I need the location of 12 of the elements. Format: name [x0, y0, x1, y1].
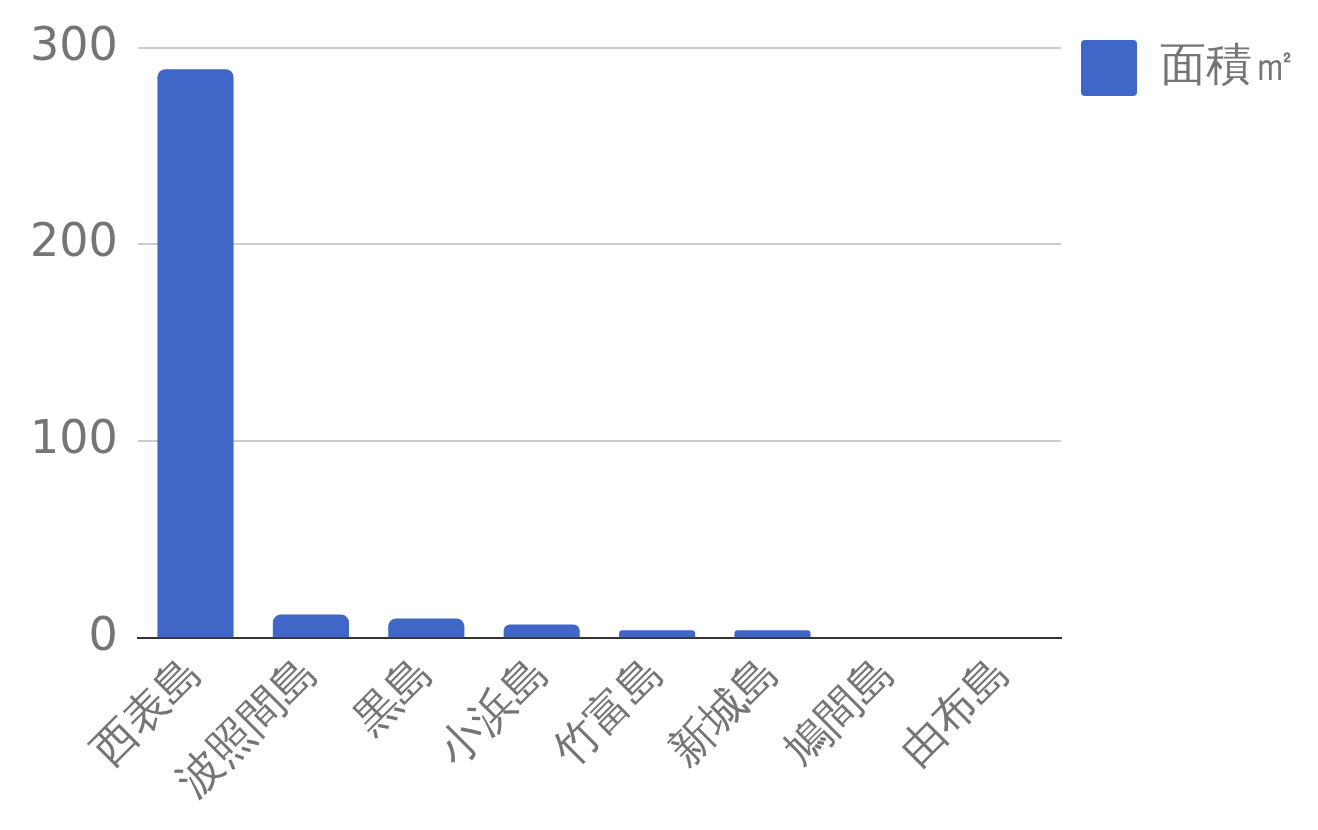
y-tick-label: 300	[29, 16, 118, 71]
x-tick-label: 黒島	[343, 645, 442, 745]
y-tick-label: 0	[88, 607, 118, 662]
bar	[503, 624, 580, 638]
bar	[388, 618, 465, 638]
legend-label: 面積㎡	[1160, 36, 1298, 91]
y-tick-label: 200	[29, 213, 118, 268]
bar	[734, 630, 811, 638]
y-tick-label: 100	[29, 410, 118, 465]
bar	[619, 630, 696, 638]
bar	[157, 69, 234, 638]
bar	[272, 614, 349, 638]
